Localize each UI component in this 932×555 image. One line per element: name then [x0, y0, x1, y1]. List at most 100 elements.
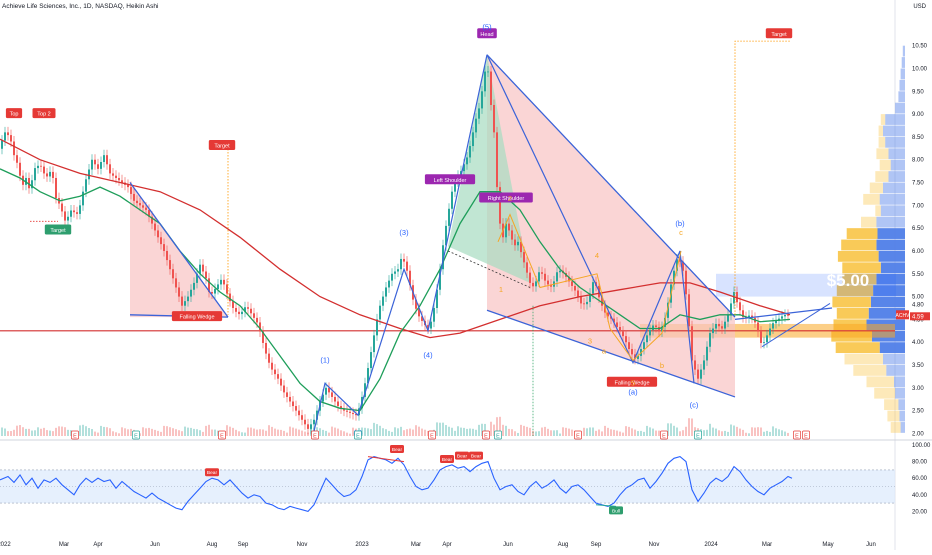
- candle-body: [253, 313, 255, 318]
- candle-body: [259, 322, 261, 332]
- candle-body: [655, 325, 657, 327]
- wedge-line: [734, 307, 833, 321]
- divergence-line: [367, 456, 405, 463]
- volume-profile-bar-blue: [890, 159, 905, 171]
- ma-green-line: [0, 168, 791, 412]
- candle-body: [526, 262, 528, 273]
- candle-body: [277, 374, 279, 379]
- candle-body: [577, 290, 579, 297]
- candle-body: [763, 342, 765, 344]
- candle-body: [16, 155, 18, 163]
- candle-body: [775, 320, 777, 324]
- candle-body: [739, 302, 741, 311]
- candle-body: [295, 406, 297, 411]
- candle-body: [31, 180, 33, 189]
- candle-body: [325, 387, 327, 395]
- candle-body: [694, 360, 696, 370]
- volume-bar: [457, 426, 459, 436]
- volume-bar: [187, 427, 189, 436]
- volume-bar: [310, 426, 312, 436]
- candle-body: [706, 346, 708, 361]
- signal-box: [609, 506, 623, 515]
- candle-body: [46, 173, 48, 177]
- volume-bar: [412, 429, 414, 436]
- candle-body: [151, 216, 153, 224]
- candle-body: [256, 317, 258, 323]
- candle-body: [619, 326, 621, 332]
- earnings-marker: [71, 430, 79, 440]
- volume-profile-bar-amber: [890, 422, 901, 433]
- volume-bar: [751, 427, 753, 436]
- volume-bar: [154, 429, 156, 436]
- candle-body: [664, 317, 666, 327]
- candle-body: [586, 301, 588, 305]
- volume-bar: [94, 431, 96, 436]
- oscillator-tick-label: 20.00: [912, 509, 928, 515]
- volume-profile-bar-amber: [876, 148, 889, 160]
- candle-body: [496, 132, 498, 188]
- candle-body: [715, 323, 717, 329]
- candle-body: [622, 331, 624, 337]
- candle-body: [400, 258, 402, 270]
- candle-body: [274, 369, 276, 375]
- volume-bar: [529, 427, 531, 436]
- earnings-marker-text: E: [134, 434, 138, 440]
- annotation-box: [171, 311, 223, 322]
- volume-bar: [307, 432, 309, 436]
- candle-body: [433, 307, 435, 322]
- candle-body: [508, 223, 510, 231]
- price-tick-label: 10.50: [912, 44, 928, 50]
- candle-body: [328, 387, 330, 393]
- volume-profile-bar-blue: [876, 216, 905, 228]
- candle-body: [283, 385, 285, 393]
- volume-bar: [124, 428, 126, 436]
- annotation-box: [606, 376, 658, 387]
- volume-bar: [100, 425, 102, 436]
- candle-body: [175, 278, 177, 288]
- candle-body: [379, 305, 381, 320]
- volume-bar: [772, 426, 774, 436]
- volume-bar: [658, 430, 660, 436]
- candle-body: [427, 325, 429, 329]
- candle-body: [109, 164, 111, 174]
- volume-bar: [196, 429, 198, 436]
- volume-bar: [409, 428, 411, 436]
- volume-bar: [226, 425, 228, 436]
- subwave-label: 4: [595, 251, 599, 260]
- volume-bar: [631, 428, 633, 436]
- candle-body: [613, 318, 615, 323]
- volume-profile-bar-blue: [880, 262, 905, 274]
- volume-bar: [442, 422, 444, 436]
- volume-bar: [667, 423, 669, 436]
- wave-label: (a): [628, 388, 638, 397]
- candle-body: [418, 308, 420, 317]
- price-tick-label: 8.00: [912, 158, 924, 164]
- annotation-box: [32, 108, 56, 119]
- candle-body: [550, 284, 552, 287]
- volume-profile-bar-amber: [878, 136, 886, 148]
- volume-bar: [28, 428, 30, 436]
- volume-bar: [97, 432, 99, 436]
- volume-bar: [634, 429, 636, 436]
- high-mark-badge: [910, 300, 930, 309]
- candle-body: [355, 414, 357, 416]
- annotation-label: Falling Wedge: [171, 311, 223, 322]
- candle-body: [751, 315, 753, 318]
- annotation-box: [479, 192, 533, 203]
- annotation-box: [208, 140, 236, 151]
- volume-profile-bar-blue: [895, 387, 905, 399]
- volume-bar: [670, 423, 672, 436]
- candle-body: [241, 311, 243, 315]
- volume-bar: [532, 430, 534, 436]
- volume-bar: [7, 431, 9, 436]
- candle-body: [304, 419, 306, 425]
- annotation-label: Top 2: [32, 108, 56, 119]
- volume-bars: [1, 416, 789, 436]
- price-tick-label: 2.50: [912, 409, 924, 415]
- candle-body: [37, 165, 39, 169]
- volume-bar: [202, 431, 204, 436]
- volume-profile-bar-amber: [836, 307, 869, 319]
- volume-bar: [553, 430, 555, 436]
